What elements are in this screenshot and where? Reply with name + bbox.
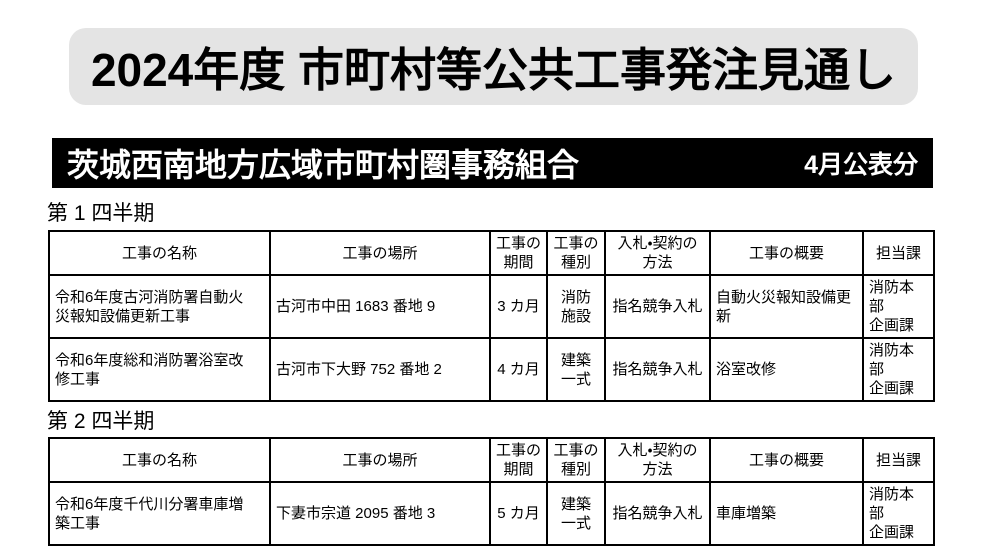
col-header-summary: 工事の概要 — [709, 230, 864, 276]
cell-period: 4 カ月 — [489, 337, 548, 402]
table-header-row: 工事の名称 工事の場所 工事の 期間 工事の 種別 入札・契約の 方法 工事の概… — [48, 437, 935, 483]
col-header-period: 工事の 期間 — [489, 230, 548, 276]
col-header-location: 工事の場所 — [269, 437, 491, 483]
cell-summary: 車庫増築 — [709, 481, 864, 546]
cell-location: 古河市中田 1683 番地 9 — [269, 274, 491, 339]
cell-department: 消防本部 企画課 — [862, 274, 935, 339]
col-header-project-name: 工事の名称 — [48, 437, 271, 483]
title-banner: 2024年度 市町村等公共工事発注見通し — [69, 28, 918, 105]
cell-project-name: 令和6年度古河消防署自動火 災報知設備更新工事 — [48, 274, 271, 339]
cell-location: 下妻市宗道 2095 番地 3 — [269, 481, 491, 546]
cell-method: 指名競争入札 — [604, 337, 711, 402]
col-header-method: 入札・契約の 方法 — [604, 230, 711, 276]
organization-name: 茨城西南地方広域市町村圏事務組合 — [67, 147, 580, 183]
cell-department: 消防本部 企画課 — [862, 337, 935, 402]
cell-location: 古河市下大野 752 番地 2 — [269, 337, 491, 402]
cell-method: 指名競争入札 — [604, 481, 711, 546]
cell-summary: 自動火災報知設備更 新 — [709, 274, 864, 339]
table-row: 令和6年度千代川分署車庫増 築工事 下妻市宗道 2095 番地 3 5 カ月 建… — [48, 481, 935, 546]
col-header-department: 担当課 — [862, 437, 935, 483]
cell-department: 消防本部 企画課 — [862, 481, 935, 546]
page-title: 2024年度 市町村等公共工事発注見通し — [90, 43, 897, 96]
col-header-summary: 工事の概要 — [709, 437, 864, 483]
cell-category: 建築 一式 — [546, 337, 606, 402]
cell-project-name: 令和6年度総和消防署浴室改 修工事 — [48, 337, 271, 402]
col-header-location: 工事の場所 — [269, 230, 491, 276]
col-header-category: 工事の 種別 — [546, 230, 606, 276]
col-header-department: 担当課 — [862, 230, 935, 276]
cell-summary: 浴室改修 — [709, 337, 864, 402]
col-header-method: 入札・契約の 方法 — [604, 437, 711, 483]
cell-category: 消防 施設 — [546, 274, 606, 339]
table-row: 令和6年度総和消防署浴室改 修工事 古河市下大野 752 番地 2 4 カ月 建… — [48, 337, 935, 402]
cell-project-name: 令和6年度千代川分署車庫増 築工事 — [48, 481, 271, 546]
cell-method: 指名競争入札 — [604, 274, 711, 339]
table-row: 令和6年度古河消防署自動火 災報知設備更新工事 古河市中田 1683 番地 9 … — [48, 274, 935, 339]
cell-period: 3 カ月 — [489, 274, 548, 339]
cell-category: 建築 一式 — [546, 481, 606, 546]
org-banner: 茨城西南地方広域市町村圏事務組合 4月公表分 — [52, 138, 933, 188]
quarter-1-heading: 第 1 四半期 — [47, 202, 155, 225]
cell-period: 5 カ月 — [489, 481, 548, 546]
col-header-project-name: 工事の名称 — [48, 230, 271, 276]
works-table-q1: 工事の名称 工事の場所 工事の 期間 工事の 種別 入札・契約の 方法 工事の概… — [48, 230, 935, 402]
works-table-q2: 工事の名称 工事の場所 工事の 期間 工事の 種別 入札・契約の 方法 工事の概… — [48, 437, 935, 546]
col-header-period: 工事の 期間 — [489, 437, 548, 483]
quarter-2-heading: 第 2 四半期 — [47, 410, 155, 433]
publish-month-label: 4月公表分 — [804, 151, 918, 179]
table-header-row: 工事の名称 工事の場所 工事の 期間 工事の 種別 入札・契約の 方法 工事の概… — [48, 230, 935, 276]
col-header-category: 工事の 種別 — [546, 437, 606, 483]
